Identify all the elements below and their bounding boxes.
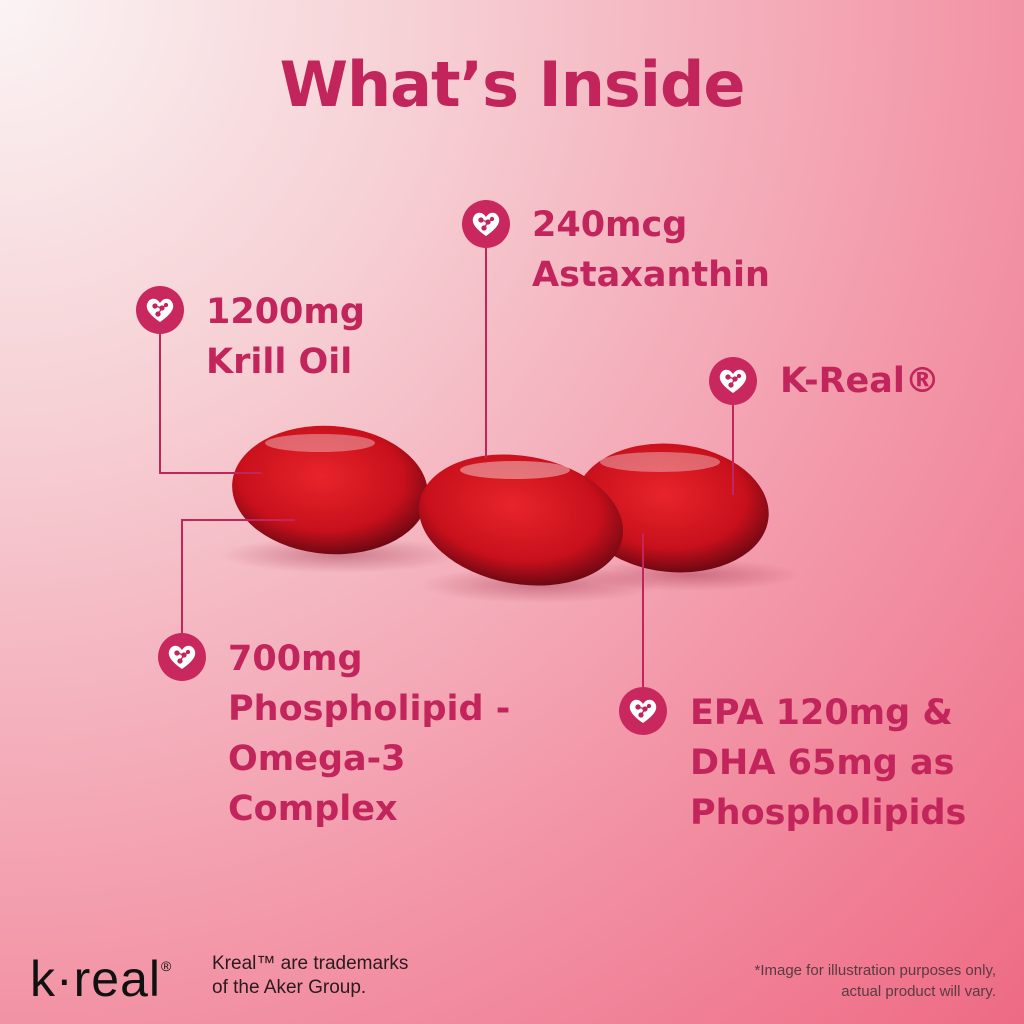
callout-line: Krill Oil xyxy=(206,342,353,382)
registered-mark: ® xyxy=(161,958,173,974)
callout-krill-oil: 1200mg Krill Oil xyxy=(206,287,365,387)
callout-epa-dha: EPA 120mg & DHA 65mg as Phospholipids xyxy=(690,688,966,838)
heart-molecule-icon xyxy=(709,357,757,405)
callout-line: Astaxanthin xyxy=(532,255,770,295)
callout-phospholipid-omega3: 700mg Phospholipid - Omega-3 Complex xyxy=(228,634,510,834)
heart-molecule-icon xyxy=(619,687,667,735)
callout-line: 240mcg xyxy=(532,205,688,245)
callout-line: 1200mg xyxy=(206,292,365,332)
callout-k-real: K-Real® xyxy=(780,356,940,406)
callout-line: DHA 65mg as xyxy=(690,743,955,783)
capsule-shadow xyxy=(220,537,460,573)
kreal-logo: k·real® xyxy=(30,950,172,1008)
disclaimer-line: *Image for illustration purposes only, xyxy=(754,962,996,979)
callout-line: Complex xyxy=(228,789,398,829)
logo-text: k·real xyxy=(30,951,162,1007)
callout-line: K-Real® xyxy=(780,361,940,401)
heart-molecule-icon xyxy=(462,200,510,248)
capsule xyxy=(575,443,769,573)
page-title: What’s Inside xyxy=(279,48,746,121)
callout-astaxanthin: 240mcg Astaxanthin xyxy=(532,200,770,300)
callout-line: EPA 120mg & xyxy=(690,693,953,733)
capsule-shadow xyxy=(580,559,800,591)
capsule xyxy=(418,454,624,586)
trademark-note: Kreal™ are trademarks of the Aker Group. xyxy=(212,952,408,1000)
disclaimer-line: actual product will vary. xyxy=(841,983,996,1000)
callout-line: Phospholipid - xyxy=(228,689,511,729)
trademark-line: Kreal™ are trademarks xyxy=(212,953,409,974)
capsule xyxy=(232,425,428,555)
callout-line: 700mg xyxy=(228,639,363,679)
callout-line: Omega-3 xyxy=(228,739,406,779)
callout-line: Phospholipids xyxy=(690,793,967,833)
disclaimer: *Image for illustration purposes only, a… xyxy=(754,960,996,1002)
trademark-line: of the Aker Group. xyxy=(212,977,367,998)
heart-molecule-icon xyxy=(158,633,206,681)
callout-lines xyxy=(159,248,734,687)
heart-molecule-icon xyxy=(136,286,184,334)
